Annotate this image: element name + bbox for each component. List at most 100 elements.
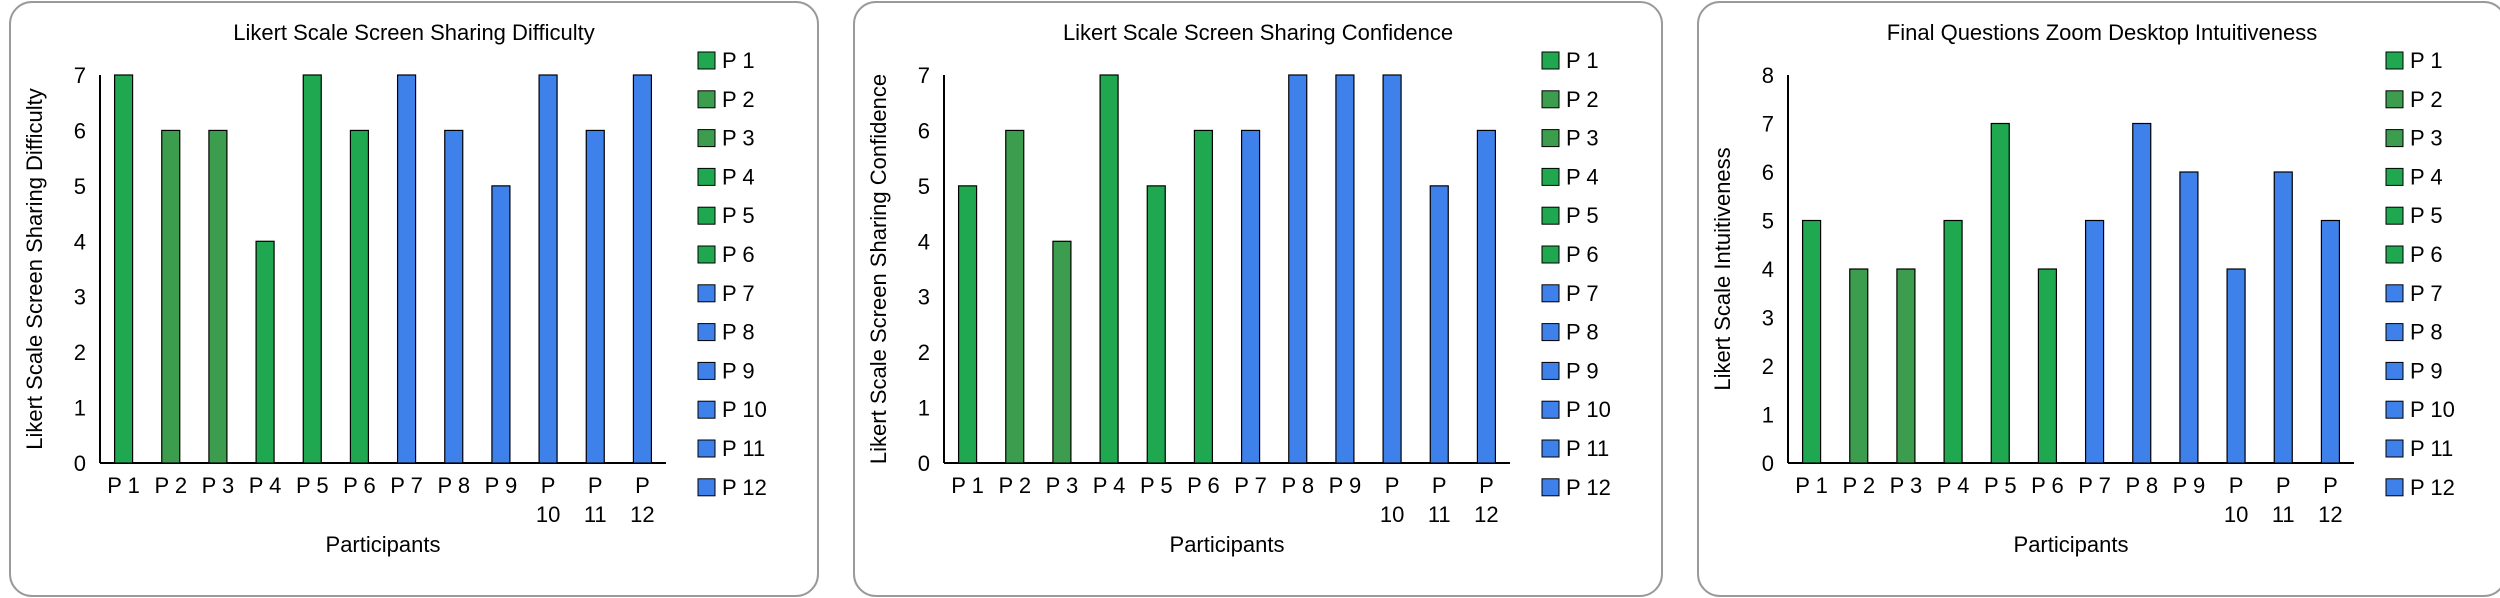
x-tick-label: P 8: [1281, 473, 1314, 498]
x-tick-label: P 12: [2318, 473, 2342, 527]
legend-swatch-p4: [697, 167, 716, 186]
bar-p3: [1896, 268, 1916, 464]
y-tick-label: 0: [918, 451, 930, 476]
x-tick-label: P 3: [1046, 473, 1079, 498]
legend-label: P 4: [1566, 164, 1599, 189]
y-tick-label: 4: [1762, 257, 1774, 282]
bar-p4: [1099, 74, 1119, 464]
x-tick-label: P 11: [584, 473, 607, 527]
legend-label: P 2: [2410, 87, 2443, 112]
legend-label: P 7: [1566, 281, 1599, 306]
legend-label: P 9: [1566, 358, 1599, 383]
bar-p11: [2273, 171, 2293, 464]
legend-swatch-p2: [1541, 90, 1560, 109]
bar-p6: [349, 129, 370, 464]
y-tick-label: 1: [74, 396, 86, 421]
legend-swatch-p1: [697, 51, 716, 70]
legend-swatch-p7: [2385, 284, 2404, 303]
bar-p3: [1052, 240, 1072, 464]
legend-label: P 8: [722, 320, 755, 345]
x-tick-label: P 10: [536, 473, 560, 527]
x-tick-label: P 1: [107, 473, 140, 498]
legend-label: P 6: [1566, 242, 1599, 267]
legend-swatch-p1: [1541, 51, 1560, 70]
legend-swatch-p7: [1541, 284, 1560, 303]
bar-p10: [538, 74, 558, 464]
x-tick-label: P 6: [1187, 473, 1220, 498]
bar-p11: [585, 129, 605, 464]
bar-p5: [302, 74, 322, 464]
legend-label: P 10: [1566, 397, 1611, 422]
bar-p1: [957, 185, 978, 464]
bar-p9: [2179, 171, 2199, 464]
x-tick-label: P 7: [1234, 473, 1267, 498]
bar-p3: [208, 129, 228, 464]
y-tick-label: 0: [74, 451, 86, 476]
y-axis-label: Likert Scale Intuitiveness: [1710, 147, 1735, 390]
bar-p12: [1476, 129, 1497, 464]
chart-title: Likert Scale Screen Sharing Difficulty: [233, 20, 595, 45]
chart-confidence-svg: Likert Scale Screen Sharing Confidence Li…: [853, 1, 1663, 597]
bar-p2: [1005, 129, 1025, 464]
x-tick-label: P 3: [1890, 473, 1923, 498]
y-tick-label: 3: [1762, 306, 1774, 331]
x-tick-label: P 6: [343, 473, 376, 498]
x-tick-label: P 11: [2272, 473, 2295, 527]
x-tick-label: P 1: [951, 473, 984, 498]
bar-p7: [2084, 219, 2105, 464]
legend-label: P 8: [2410, 320, 2443, 345]
legend-label: P 8: [1566, 320, 1599, 345]
bar-p8: [2132, 122, 2152, 464]
legend-label: P 4: [2410, 164, 2443, 189]
x-tick-label: P 9: [2173, 473, 2206, 498]
bar-p10: [1382, 74, 1402, 464]
x-tick-label: P 2: [1842, 473, 1875, 498]
legend-swatch-p9: [2385, 361, 2404, 380]
x-axis-label: Participants: [326, 532, 441, 557]
legend-swatch-p1: [2385, 51, 2404, 70]
legend-label: P 5: [2410, 203, 2443, 228]
bar-p5: [1990, 122, 2010, 464]
legend-swatch-p10: [697, 400, 716, 419]
legend-swatch-p2: [697, 90, 716, 109]
x-tick-label: P 11: [1428, 473, 1451, 527]
legend-label: P 2: [722, 87, 755, 112]
x-tick-label: P 9: [1329, 473, 1362, 498]
legend-swatch-p7: [697, 284, 716, 303]
legend-swatch-p6: [2385, 245, 2404, 264]
bar-p7: [1240, 129, 1261, 464]
legend-swatch-p6: [697, 245, 716, 264]
x-tick-label: P 4: [1937, 473, 1970, 498]
legend-label: P 2: [1566, 87, 1599, 112]
x-tick-label: P 12: [1474, 473, 1498, 527]
legend-swatch-p10: [1541, 400, 1560, 419]
legend-label: P 11: [722, 436, 765, 461]
x-tick-label: P 2: [154, 473, 187, 498]
legend-swatch-p12: [697, 478, 716, 497]
legend-swatch-p8: [2385, 323, 2404, 342]
y-tick-label: 3: [74, 285, 86, 310]
y-tick-label: 1: [918, 396, 930, 421]
x-tick-label: P 12: [630, 473, 654, 527]
chart-title: Likert Scale Screen Sharing Confidence: [1063, 20, 1453, 45]
x-tick-label: P 8: [2125, 473, 2158, 498]
bar-p12: [632, 74, 653, 464]
bar-p12: [2320, 219, 2341, 464]
chart-panel-confidence: Likert Scale Screen Sharing Confidence Li…: [852, 0, 1664, 598]
legend-label: P 1: [722, 48, 755, 73]
y-tick-label: 5: [74, 174, 86, 199]
legend-label: P 12: [1566, 475, 1611, 500]
y-tick-label: 6: [74, 118, 86, 143]
x-tick-label: P 9: [485, 473, 518, 498]
x-tick-label: P 10: [1380, 473, 1404, 527]
chart-difficulty-svg: Likert Scale Screen Sharing Difficulty Li…: [9, 1, 819, 597]
x-tick-label: P 4: [249, 473, 282, 498]
legend-label: P 9: [722, 358, 755, 383]
legend-swatch-p5: [1541, 206, 1560, 225]
legend-label: P 3: [2410, 126, 2443, 151]
legend-label: P 7: [722, 281, 755, 306]
legend-swatch-p4: [2385, 167, 2404, 186]
legend-swatch-p3: [697, 129, 716, 148]
legend-swatch-p2: [2385, 90, 2404, 109]
legend-swatch-p6: [1541, 245, 1560, 264]
